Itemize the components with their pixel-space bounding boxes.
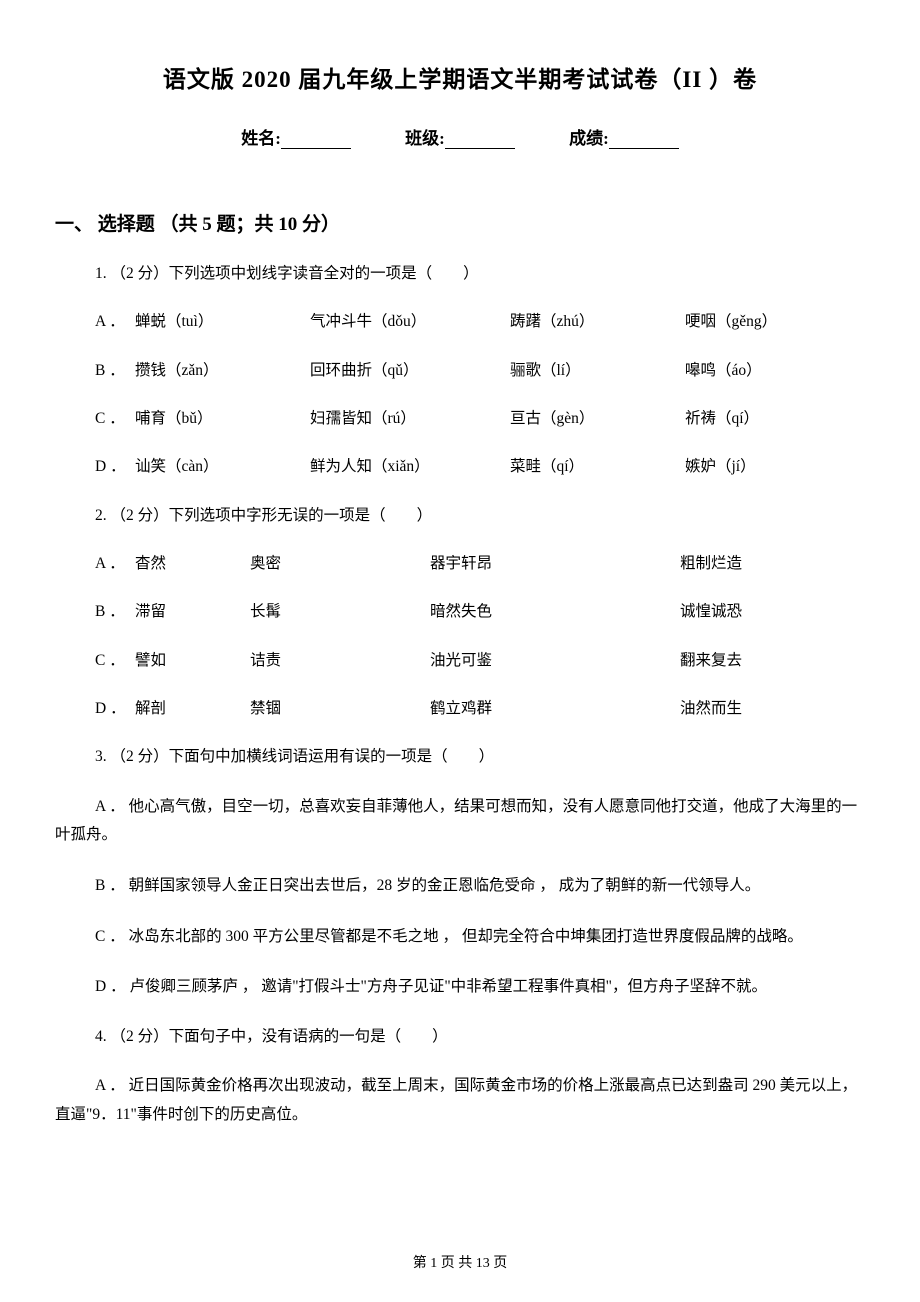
score-blank	[609, 132, 679, 149]
option-label: A ．	[95, 309, 135, 335]
option-col: 回环曲折（qǔ）	[310, 358, 510, 384]
q3-option-c: C ． 冰岛东北部的 300 平方公里尽管都是不毛之地 ， 但却完全符合中坤集团…	[95, 923, 865, 952]
name-label: 姓名:	[241, 129, 281, 148]
option-label: C ．	[95, 406, 135, 432]
option-col: 譬如	[135, 648, 250, 674]
option-label: B ．	[95, 358, 135, 384]
option-col: 鲜为人知（xiǎn）	[310, 454, 510, 480]
q3-option-d: D ． 卢俊卿三顾茅庐 ， 邀请"打假斗士"方舟子见证"中非希望工程事件真相"，…	[95, 973, 865, 1002]
class-blank	[445, 132, 515, 149]
option-label: A ．	[95, 551, 135, 577]
q1-option-c: C ． 哺育（bǔ） 妇孺皆知（rú） 亘古（gèn） 祈祷（qí）	[95, 406, 865, 432]
section-1-heading: 一、 选择题 （共 5 题；共 10 分）	[55, 209, 865, 236]
option-col: 油光可鉴	[430, 648, 680, 674]
option-col: 亘古（gèn）	[510, 406, 685, 432]
q1-option-b: B ． 攒钱（zǎn） 回环曲折（qǔ） 骊歌（lí） 嗥鸣（áo）	[95, 358, 865, 384]
option-col: 诚惶诚恐	[680, 599, 865, 625]
option-col: 油然而生	[680, 696, 865, 722]
q2-option-d: D ． 解剖 禁锢 鹤立鸡群 油然而生	[95, 696, 865, 722]
q4-option-a: A ． 近日国际黄金价格再次出现波动，截至上周末，国际黄金市场的价格上涨最高点已…	[55, 1072, 865, 1129]
option-col: 诘责	[250, 648, 430, 674]
option-col: 蝉蜕（tuì）	[135, 309, 310, 335]
name-blank	[281, 132, 351, 149]
option-col: 气冲斗牛（dǒu）	[310, 309, 510, 335]
option-col: 禁锢	[250, 696, 430, 722]
page-title: 语文版 2020 届九年级上学期语文半期考试试卷（II ）卷	[55, 60, 865, 94]
option-col: 妇孺皆知（rú）	[310, 406, 510, 432]
option-col: 长髯	[250, 599, 430, 625]
option-col: 解剖	[135, 696, 250, 722]
score-label: 成绩:	[569, 129, 609, 148]
page-footer: 第 1 页 共 13 页	[0, 1252, 920, 1272]
option-col: 奥密	[250, 551, 430, 577]
option-col: 鹤立鸡群	[430, 696, 680, 722]
student-info-line: 姓名: 班级: 成绩:	[55, 124, 865, 149]
option-col: 菜畦（qí）	[510, 454, 685, 480]
q2-option-c: C ． 譬如 诘责 油光可鉴 翻来复去	[95, 648, 865, 674]
option-col: 哺育（bǔ）	[135, 406, 310, 432]
exam-page: 语文版 2020 届九年级上学期语文半期考试试卷（II ）卷 姓名: 班级: 成…	[0, 0, 920, 1302]
q1-option-d: D ． 讪笑（càn） 鲜为人知（xiǎn） 菜畦（qí） 嫉妒（jí）	[95, 454, 865, 480]
option-label: D ．	[95, 696, 135, 722]
option-col: 祈祷（qí）	[685, 406, 865, 432]
q4-stem: 4. （2 分）下面句子中，没有语病的一句是（ ）	[95, 1024, 865, 1050]
option-col: 暗然失色	[430, 599, 680, 625]
option-col: 翻来复去	[680, 648, 865, 674]
option-col: 哽咽（gěng）	[685, 309, 865, 335]
q3-option-b: B ． 朝鲜国家领导人金正日突出去世后，28 岁的金正恩临危受命 ， 成为了朝鲜…	[95, 872, 865, 901]
option-col: 嫉妒（jí）	[685, 454, 865, 480]
q2-option-b: B ． 滞留 长髯 暗然失色 诚惶诚恐	[95, 599, 865, 625]
q1-stem: 1. （2 分）下列选项中划线字读音全对的一项是（ ）	[95, 261, 865, 287]
option-col: 攒钱（zǎn）	[135, 358, 310, 384]
q3-stem: 3. （2 分）下面句中加横线词语运用有误的一项是（ ）	[95, 744, 865, 770]
option-col: 讪笑（càn）	[135, 454, 310, 480]
option-col: 滞留	[135, 599, 250, 625]
option-col: 杳然	[135, 551, 250, 577]
option-col: 粗制烂造	[680, 551, 865, 577]
option-col: 踌躇（zhú）	[510, 309, 685, 335]
q3-option-a: A ． 他心高气傲，目空一切，总喜欢妄自菲薄他人，结果可想而知，没有人愿意同他打…	[55, 793, 865, 850]
q1-option-a: A ． 蝉蜕（tuì） 气冲斗牛（dǒu） 踌躇（zhú） 哽咽（gěng）	[95, 309, 865, 335]
option-label: C ．	[95, 648, 135, 674]
option-col: 骊歌（lí）	[510, 358, 685, 384]
option-col: 嗥鸣（áo）	[685, 358, 865, 384]
option-label: D ．	[95, 454, 135, 480]
q2-option-a: A ． 杳然 奥密 器宇轩昂 粗制烂造	[95, 551, 865, 577]
q2-stem: 2. （2 分）下列选项中字形无误的一项是（ ）	[95, 503, 865, 529]
option-label: B ．	[95, 599, 135, 625]
option-col: 器宇轩昂	[430, 551, 680, 577]
class-label: 班级:	[405, 129, 445, 148]
